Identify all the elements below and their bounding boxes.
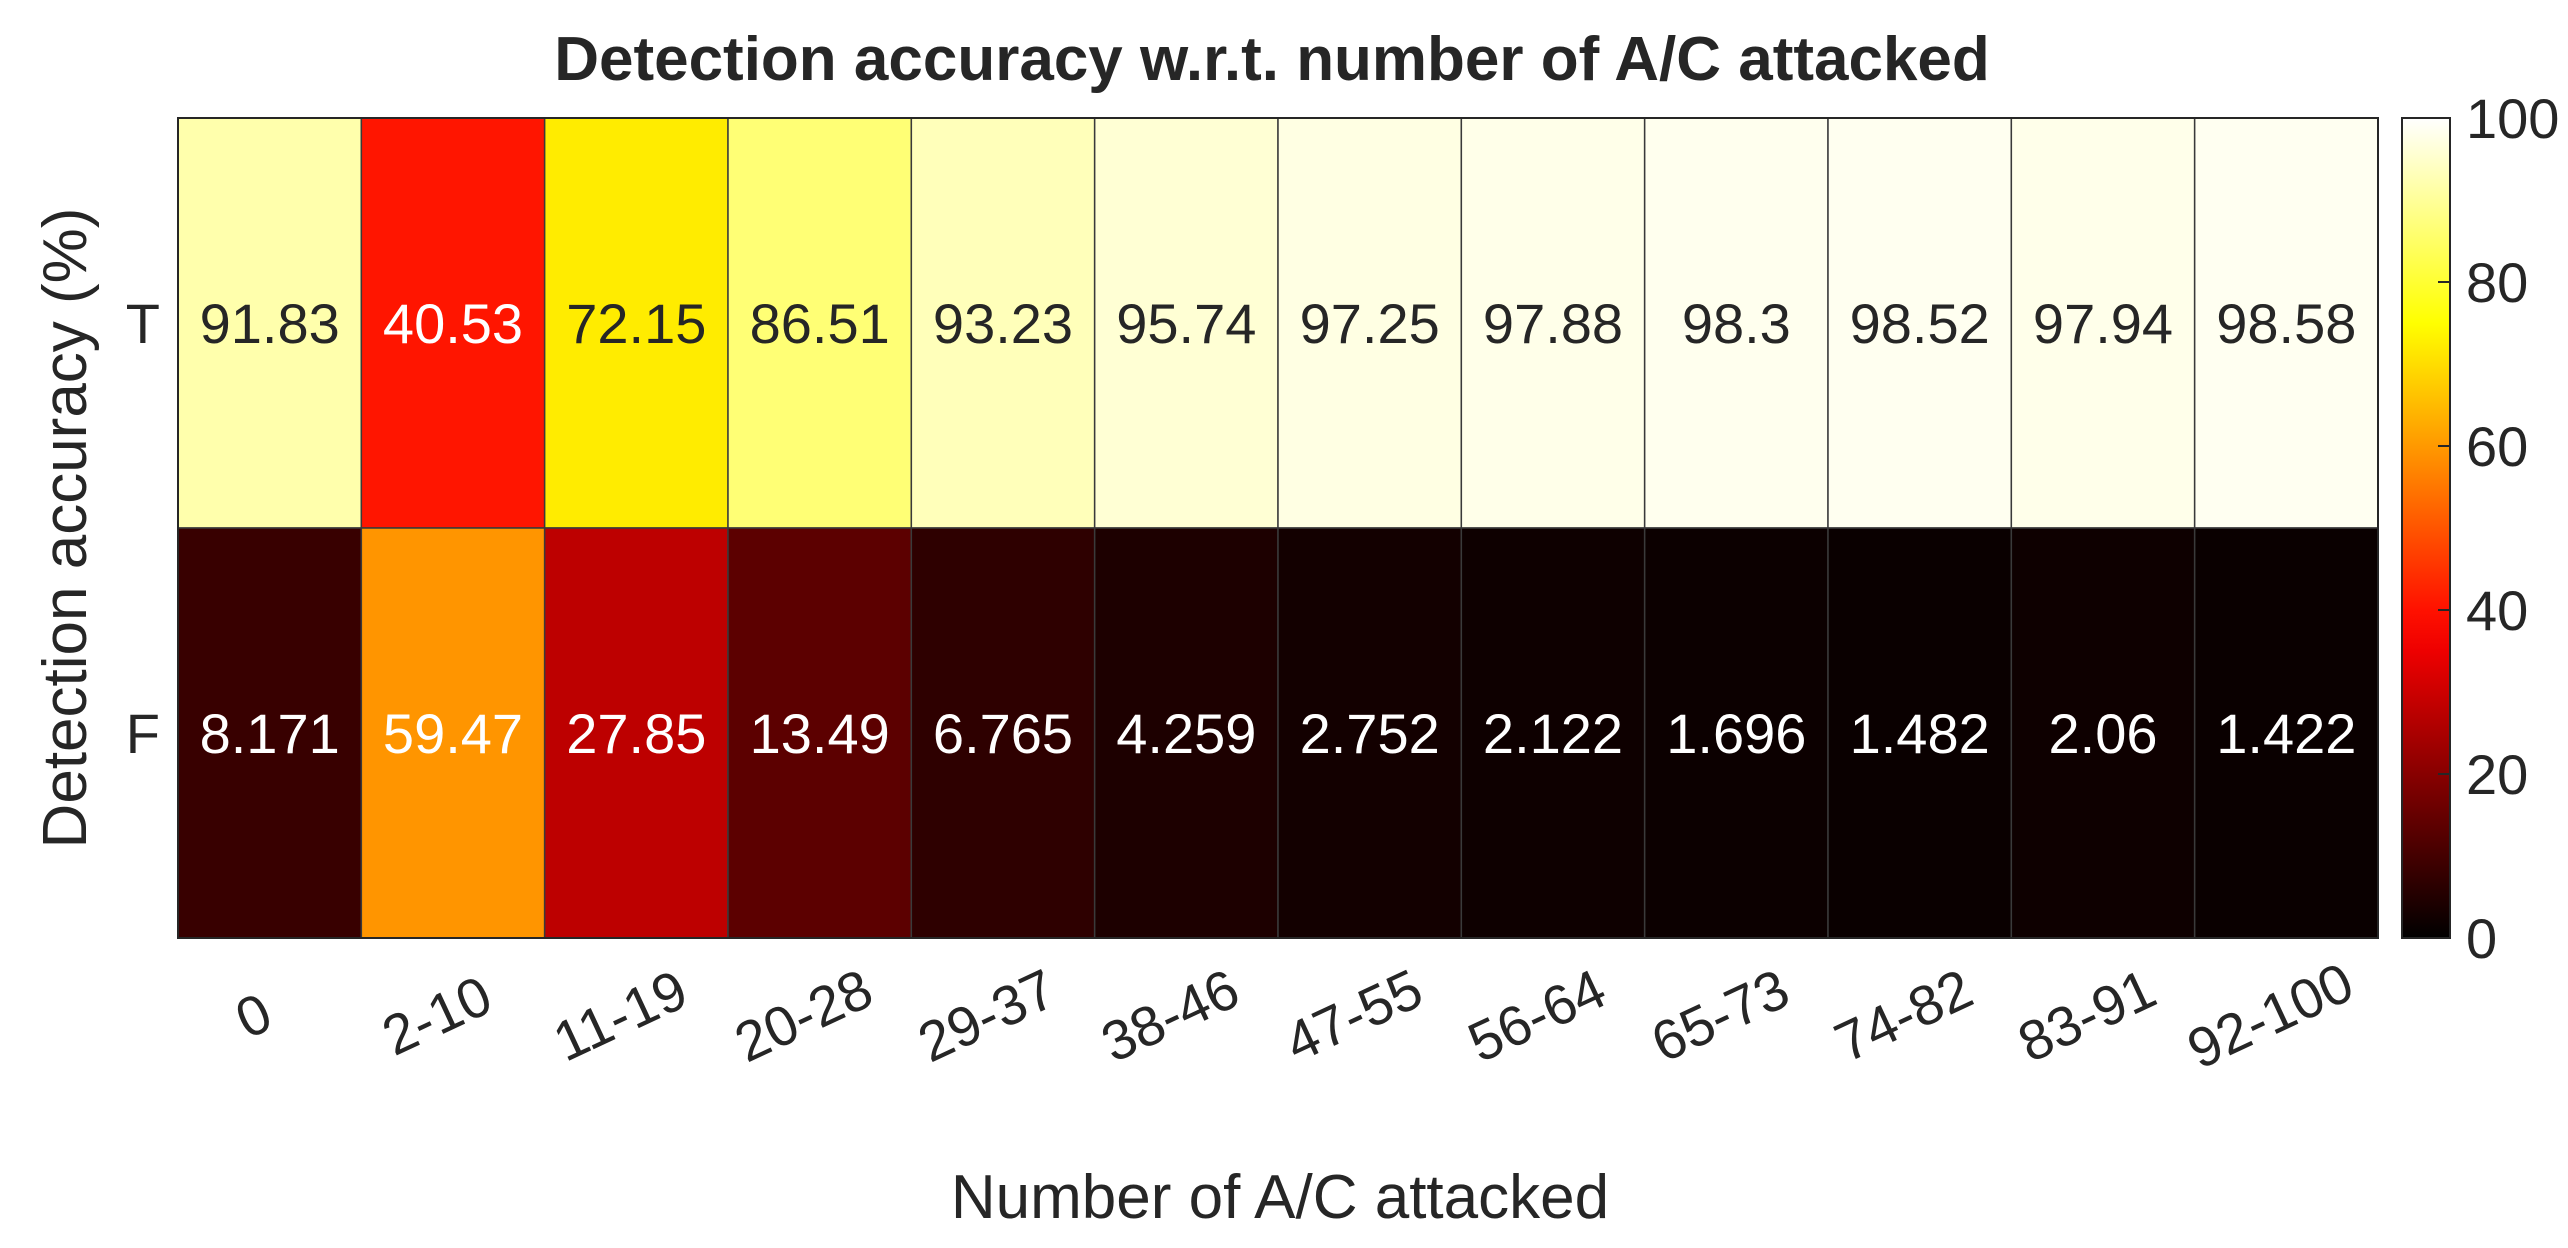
heatmap-cell-F-11-19 [543, 527, 729, 939]
heatmap-cell-F-83-91 [2010, 527, 2196, 939]
chart-title: Detection accuracy w.r.t. number of A/C … [554, 25, 1990, 94]
cell-value-label: 91.83 [200, 292, 340, 355]
cell-value-label: 93.23 [933, 292, 1073, 355]
cell-value-label: 97.88 [1483, 292, 1623, 355]
colorbar-tick-label: 40 [2466, 579, 2528, 642]
heatmap-cells [177, 117, 2379, 939]
x-axis-ticks: 0 2-10 11-19 20-28 29-37 38-46 47-55 56-64 65-73… [226, 950, 2362, 1081]
colorbar-tick-label: 0 [2466, 907, 2497, 970]
y-tick-label: T [126, 292, 160, 355]
heatmap-cell-F-74-82 [1827, 527, 2013, 939]
cell-value-label: 2.06 [2049, 702, 2158, 765]
y-axis-label: Detection accuracy (%) [31, 208, 100, 849]
colorbar-tick-label: 100 [2466, 87, 2559, 150]
x-tick-label: 0 [226, 980, 281, 1050]
cell-value-label: 98.52 [1850, 292, 1990, 355]
cell-value-label: 98.3 [1682, 292, 1791, 355]
colorbar-tick-label: 60 [2466, 415, 2528, 478]
x-tick-label: 11-19 [544, 957, 697, 1073]
heatmap-cell-T-56-64 [1460, 117, 1646, 529]
cell-value-label: 1.482 [1850, 702, 1990, 765]
heatmap-cell-T-92-100 [2193, 117, 2379, 529]
heatmap-cell-F-38-46 [1093, 527, 1279, 939]
x-tick-label: 47-55 [1275, 957, 1431, 1075]
cell-value-label: 86.51 [750, 292, 890, 355]
heatmap-cell-T-47-55 [1277, 117, 1463, 529]
heatmap-cell-F-56-64 [1460, 527, 1646, 939]
heatmap-cell-F-29-37 [910, 527, 1096, 939]
cell-value-label: 97.25 [1300, 292, 1440, 355]
cell-value-label: 97.94 [2033, 292, 2173, 355]
cell-value-label: 72.15 [566, 292, 706, 355]
heatmap-cell-F-0 [177, 527, 363, 939]
x-tick-label: 74-82 [1825, 957, 1981, 1075]
cell-value-label: 27.85 [566, 702, 706, 765]
cell-value-label: 98.58 [2216, 292, 2356, 355]
colorbar: 0 20 40 60 80 100 [2401, 87, 2559, 970]
cell-value-label: 6.765 [933, 702, 1073, 765]
heatmap-cell-F-47-55 [1277, 527, 1463, 939]
x-tick-label: 92-100 [2178, 950, 2363, 1081]
colorbar-tick-label: 20 [2466, 743, 2528, 806]
cell-value-label: 1.422 [2216, 702, 2356, 765]
cell-value-label: 2.122 [1483, 702, 1623, 765]
heatmap-cell-T-0 [177, 117, 363, 529]
x-tick-label: 65-73 [1642, 957, 1798, 1075]
heatmap-cell-F-20-28 [727, 527, 913, 939]
cell-value-label: 40.53 [383, 292, 523, 355]
cell-value-label: 2.752 [1300, 702, 1440, 765]
heatmap-cell-T-38-46 [1093, 117, 1279, 529]
x-tick-label: 29-37 [909, 957, 1065, 1075]
x-tick-label: 56-64 [1459, 957, 1615, 1075]
colorbar-gradient [2401, 117, 2451, 939]
x-tick-label: 83-91 [2009, 957, 2165, 1075]
cell-value-label: 8.171 [200, 702, 340, 765]
plot-border [177, 117, 2379, 939]
x-tick-label: 2-10 [373, 963, 501, 1067]
cell-value-label: 4.259 [1116, 702, 1256, 765]
heatmap-cell-T-74-82 [1827, 117, 2013, 529]
x-axis-label: Number of A/C attacked [951, 1163, 1609, 1232]
x-tick-label: 38-46 [1092, 957, 1248, 1075]
heatmap-cell-T-20-28 [727, 117, 913, 529]
cell-value-label: 59.47 [383, 702, 523, 765]
y-tick-label: F [126, 702, 160, 765]
cell-value-label: 1.696 [1666, 702, 1806, 765]
heatmap-cell-T-29-37 [910, 117, 1096, 529]
heatmap-cell-T-2-10 [360, 117, 546, 529]
heatmap-cell-F-2-10 [360, 527, 546, 939]
heatmap-cell-labels: 91.83 40.53 72.15 86.51 93.23 95.74 97.25 97.88… [200, 292, 2357, 765]
cell-value-label: 13.49 [750, 702, 890, 765]
cell-value-label: 95.74 [1116, 292, 1256, 355]
x-tick-label: 20-28 [725, 957, 881, 1075]
colorbar-tick-label: 80 [2466, 251, 2528, 314]
heatmap-cell-F-65-73 [1643, 527, 1829, 939]
y-axis-ticks: TF [126, 292, 160, 765]
